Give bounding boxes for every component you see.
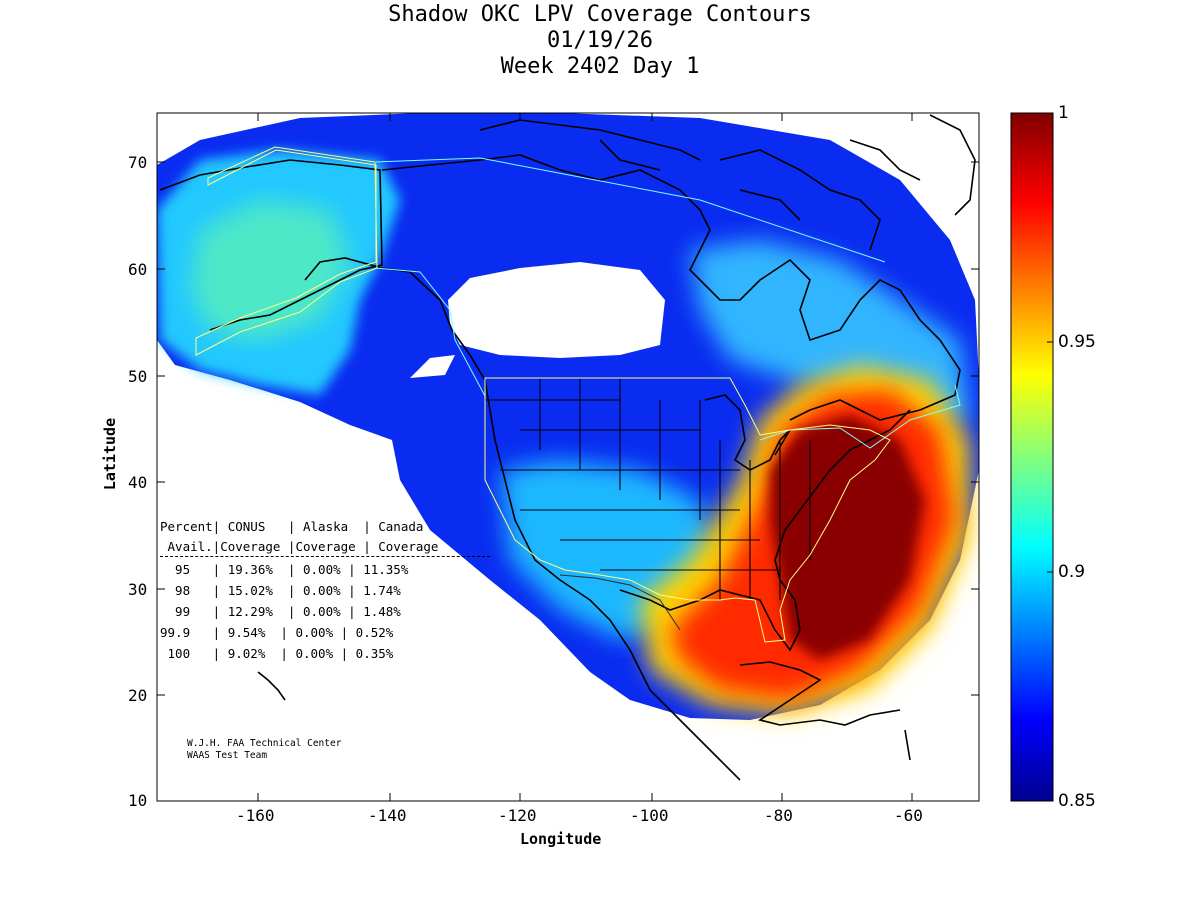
- y-tick-label: 70: [128, 153, 148, 172]
- plot-frame: [156, 112, 980, 802]
- no-coverage-notch: [410, 355, 455, 378]
- colorbar-tick-marks: [1047, 341, 1053, 573]
- credit-line-2: WAAS Test Team: [187, 750, 268, 761]
- coverage-contours: [157, 113, 979, 781]
- x-tick-label: -120: [498, 806, 537, 825]
- coast-hawaii: [257, 671, 286, 701]
- y-tick-label: 10: [128, 791, 148, 810]
- x-tick-marks: [257, 113, 913, 801]
- coast-islands: [479, 114, 976, 251]
- coast-great-lakes: [704, 394, 791, 471]
- coast-caribbean: [739, 661, 911, 761]
- stats-row: 99 | 12.29% | 0.00% | 1.48%: [160, 604, 401, 619]
- outline-conus: [484, 377, 891, 643]
- coast-canada-north: [381, 154, 961, 421]
- credit-line-1: W.J.H. FAA Technical Center: [187, 738, 342, 749]
- x-tick-label: -100: [630, 806, 669, 825]
- stats-row: 95 | 19.36% | 0.00% | 11.35%: [160, 562, 409, 577]
- title-line-2: 01/19/26: [547, 28, 653, 53]
- stats-header-1: Percent| CONUS | Alaska | Canada: [160, 519, 424, 534]
- colorbar-tick-label: 0.95: [1058, 332, 1096, 352]
- x-tick-label: -80: [764, 806, 793, 825]
- x-tick-label: -140: [368, 806, 407, 825]
- mexico-boundary: [559, 574, 681, 631]
- no-coverage-hole: [448, 262, 665, 358]
- title-line-1: Shadow OKC LPV Coverage Contours: [388, 2, 812, 27]
- x-tick-label: -60: [894, 806, 923, 825]
- stats-row: 99.9 | 9.54% | 0.00% | 0.52%: [160, 625, 394, 640]
- stats-row: 100 | 9.02% | 0.00% | 0.35%: [160, 646, 394, 661]
- y-tick-label: 60: [128, 260, 148, 279]
- x-axis-label: Longitude: [520, 830, 602, 848]
- coast-gulf: [619, 409, 911, 652]
- stats-row: 98 | 15.02% | 0.00% | 1.74%: [160, 583, 401, 598]
- y-tick-marks: [157, 161, 979, 696]
- y-tick-label: 30: [128, 580, 148, 599]
- stats-header-2: Avail.|Coverage |Coverage | Coverage: [160, 537, 490, 557]
- title-line-3: Week 2402 Day 1: [500, 54, 700, 79]
- outline-alaska: [195, 146, 378, 356]
- colorbar: [1010, 112, 1054, 802]
- y-tick-label: 20: [128, 686, 148, 705]
- colorbar-tick-label: 1: [1058, 103, 1069, 123]
- region-outlines: [195, 146, 961, 643]
- y-tick-label: 50: [128, 367, 148, 386]
- colorbar-tick-label: 0.85: [1058, 791, 1096, 811]
- colorbar-tick-label: 0.9: [1058, 562, 1086, 582]
- x-tick-label: -160: [236, 806, 275, 825]
- y-tick-label: 40: [128, 473, 148, 492]
- coverage-stats-table: Percent| CONUS | Alaska | Canada Avail.|…: [160, 516, 490, 664]
- coverage-max-core: [770, 415, 925, 660]
- y-axis-label: Latitude: [101, 417, 119, 491]
